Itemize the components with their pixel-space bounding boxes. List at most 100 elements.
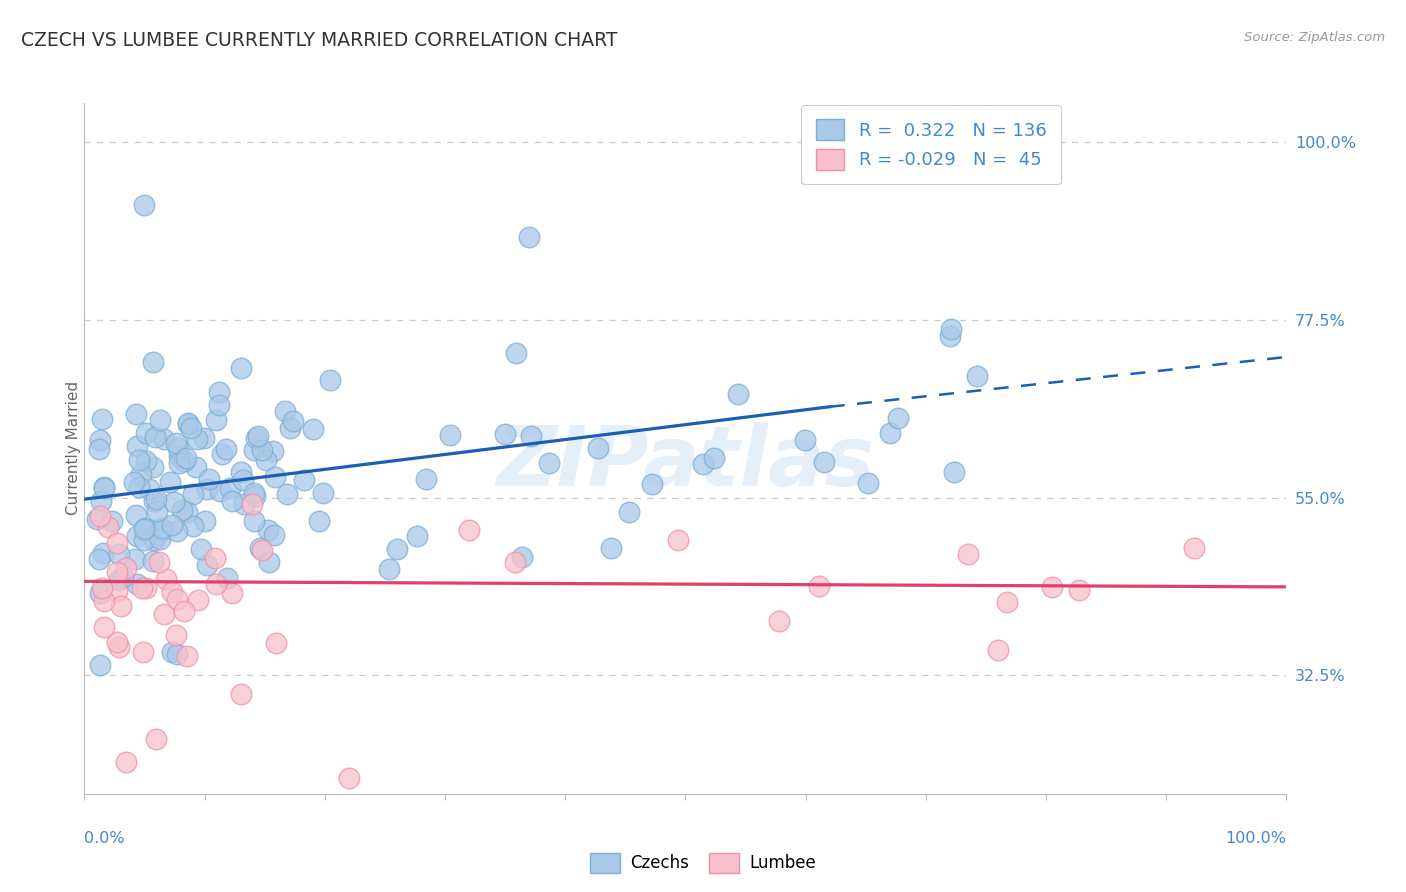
Point — [111, 569, 134, 583]
Point — [274, 404, 297, 418]
Point — [105, 566, 128, 580]
Point — [176, 450, 198, 465]
Point — [377, 561, 399, 575]
Point — [145, 491, 167, 506]
Point — [114, 561, 136, 575]
Point — [666, 533, 689, 547]
Point — [122, 475, 145, 489]
Point — [176, 505, 198, 519]
Point — [193, 431, 215, 445]
Point — [211, 447, 233, 461]
Point — [176, 649, 198, 664]
Point — [149, 413, 172, 427]
Point — [233, 497, 256, 511]
Point — [195, 482, 218, 496]
Point — [128, 453, 150, 467]
Point — [124, 407, 146, 421]
Point — [166, 592, 188, 607]
Point — [308, 514, 330, 528]
Point — [458, 523, 481, 537]
Point — [205, 413, 228, 427]
Point — [173, 454, 195, 468]
Point — [415, 472, 437, 486]
Point — [292, 473, 315, 487]
Point — [93, 620, 115, 634]
Point — [138, 483, 160, 497]
Point — [166, 524, 188, 538]
Point — [194, 514, 217, 528]
Point — [108, 573, 131, 587]
Point — [617, 505, 640, 519]
Point — [205, 577, 228, 591]
Point — [439, 428, 461, 442]
Point — [162, 585, 184, 599]
Point — [957, 547, 980, 561]
Point — [87, 552, 110, 566]
Point — [124, 552, 146, 566]
Text: 0.0%: 0.0% — [84, 831, 125, 847]
Point — [105, 634, 128, 648]
Point — [240, 497, 263, 511]
Point — [86, 511, 108, 525]
Point — [132, 533, 155, 547]
Point — [173, 604, 195, 618]
Point — [180, 420, 202, 434]
Point — [229, 466, 252, 480]
Point — [517, 230, 540, 244]
Point — [97, 520, 120, 534]
Text: ZIPatlas: ZIPatlas — [496, 422, 875, 502]
Point — [181, 487, 204, 501]
Point — [505, 346, 527, 360]
Point — [703, 451, 725, 466]
Point — [1182, 541, 1205, 556]
Point — [105, 536, 128, 550]
Point — [218, 482, 240, 496]
Point — [172, 503, 194, 517]
Point — [319, 373, 342, 387]
Point — [187, 593, 209, 607]
Point — [939, 329, 962, 343]
Point — [262, 444, 284, 458]
Point — [145, 527, 167, 541]
Point — [93, 480, 115, 494]
Point — [155, 572, 177, 586]
Point — [90, 581, 112, 595]
Text: 100.0%: 100.0% — [1226, 831, 1286, 847]
Point — [89, 509, 111, 524]
Point — [221, 494, 243, 508]
Point — [177, 417, 200, 432]
Point — [135, 581, 157, 595]
Point — [519, 429, 541, 443]
Point — [165, 628, 187, 642]
Point — [107, 547, 129, 561]
Point — [149, 533, 172, 547]
Point — [208, 384, 231, 399]
Point — [146, 504, 169, 518]
Point — [494, 426, 516, 441]
Point — [278, 421, 301, 435]
Point — [166, 647, 188, 661]
Point — [243, 486, 266, 500]
Point — [127, 439, 149, 453]
Point — [190, 541, 212, 556]
Point — [641, 476, 664, 491]
Point — [257, 555, 280, 569]
Point — [692, 457, 714, 471]
Point — [939, 322, 962, 336]
Point — [129, 467, 152, 481]
Point — [538, 456, 561, 470]
Point — [125, 528, 148, 542]
Point — [337, 771, 360, 785]
Point — [856, 476, 879, 491]
Point — [131, 581, 153, 595]
Point — [142, 554, 165, 568]
Point — [93, 594, 115, 608]
Point — [89, 442, 111, 456]
Y-axis label: Currently Married: Currently Married — [66, 381, 80, 516]
Point — [727, 386, 749, 401]
Point — [115, 756, 138, 770]
Point — [887, 410, 910, 425]
Point — [312, 485, 335, 500]
Point — [142, 494, 165, 508]
Point — [250, 442, 273, 457]
